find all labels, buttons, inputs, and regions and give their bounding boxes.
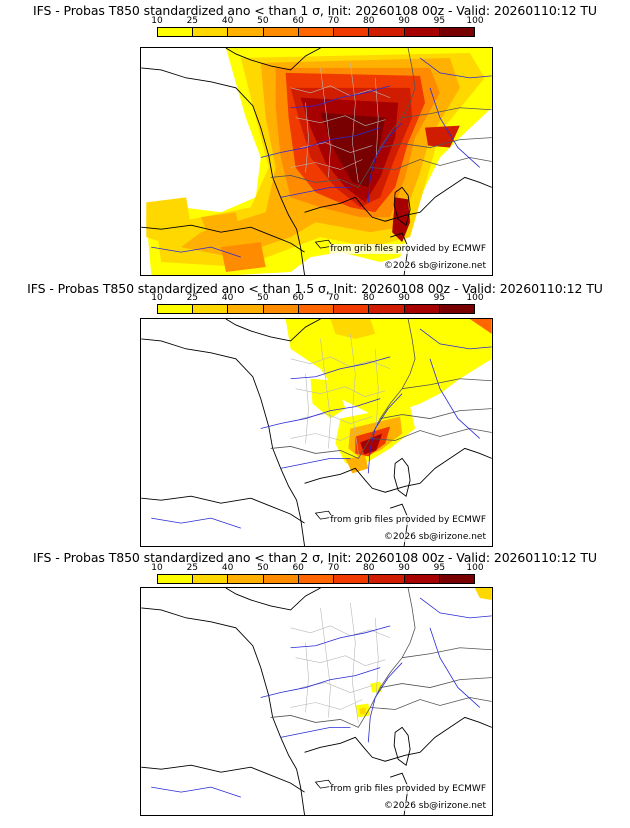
panel-title: IFS - Probas T850 standardized ano < tha… (27, 281, 603, 296)
colorbar-segment (193, 575, 229, 583)
colorbar-tick: 70 (327, 16, 340, 26)
colorbar (157, 27, 475, 37)
map-canvas (141, 588, 492, 815)
copyright-credit: ©2026 sb@irizone.net (383, 261, 487, 271)
colorbar-segment (439, 28, 474, 36)
panel-title: IFS - Probas T850 standardized ano < tha… (33, 550, 597, 565)
panel-1-sigma: IFS - Probas T850 standardized ano < tha… (0, 0, 630, 276)
colorbar-tick: 100 (466, 563, 484, 573)
map-canvas (141, 48, 492, 275)
colorbar-tick: 10 (151, 563, 163, 573)
colorbar-segment (228, 305, 264, 313)
colorbar (157, 574, 475, 584)
colorbar-segment (404, 28, 440, 36)
colorbar-segment (439, 575, 474, 583)
colorbar-tick: 50 (257, 16, 269, 26)
colorbar-segment (404, 305, 440, 313)
colorbar-tick: 90 (398, 563, 410, 573)
data-source-credit: from grib files provided by ECMWF (329, 515, 487, 525)
colorbar-segment (158, 575, 194, 583)
probability-field (285, 319, 492, 474)
colorbar-segment (369, 575, 405, 583)
colorbar-legend: 10 25 40 50 60 70 80 90 95 100 (151, 293, 484, 319)
colorbar-tick: 25 (186, 293, 199, 303)
probability-field (355, 588, 492, 718)
colorbar-segment (158, 305, 194, 313)
colorbar-segment (298, 575, 335, 583)
probability-map: from grib files provided by ECMWF ©2026 … (140, 318, 493, 547)
colorbar-segment (228, 575, 264, 583)
colorbar-segment (298, 305, 335, 313)
colorbar-segment (439, 305, 474, 313)
colorbar-tick: 80 (363, 293, 375, 303)
colorbar-tick: 10 (151, 293, 163, 303)
copyright-credit: ©2026 sb@irizone.net (383, 532, 487, 542)
colorbar-segment (334, 575, 370, 583)
colorbar-legend: 10 25 40 50 60 70 80 90 95 100 (151, 563, 484, 589)
colorbar-tick: 40 (221, 16, 234, 26)
colorbar-segment (298, 28, 335, 36)
colorbar-tick: 80 (363, 563, 375, 573)
map-canvas (141, 319, 492, 546)
colorbar-segment (263, 305, 299, 313)
colorbar (157, 304, 475, 314)
colorbar-tick: 80 (363, 16, 375, 26)
colorbar-tick: 100 (466, 16, 484, 26)
colorbar-tick: 40 (221, 293, 234, 303)
probability-field (146, 48, 492, 275)
colorbar-tick: 60 (292, 563, 304, 573)
colorbar-tick: 70 (327, 293, 340, 303)
data-source-credit: from grib files provided by ECMWF (329, 244, 487, 254)
colorbar-segment (369, 305, 405, 313)
copyright-credit: ©2026 sb@irizone.net (383, 801, 487, 811)
probability-map: from grib files provided by ECMWF ©2026 … (140, 47, 493, 276)
probability-map: from grib files provided by ECMWF ©2026 … (140, 587, 493, 816)
colorbar-tick: 90 (398, 16, 410, 26)
panel-title: IFS - Probas T850 standardized ano < tha… (33, 3, 597, 18)
colorbar-segment (158, 28, 194, 36)
colorbar-tick: 95 (433, 563, 446, 573)
colorbar-tick: 25 (186, 16, 199, 26)
colorbar-tick: 90 (398, 293, 410, 303)
colorbar-tick: 100 (466, 293, 484, 303)
colorbar-tick: 95 (433, 16, 446, 26)
colorbar-segment (228, 28, 264, 36)
colorbar-tick: 50 (257, 293, 269, 303)
colorbar-legend: 10 25 40 50 60 70 80 90 95 100 (151, 16, 484, 42)
colorbar-segment (369, 28, 405, 36)
colorbar-tick: 40 (221, 563, 234, 573)
panel-1-5-sigma: IFS - Probas T850 standardized ano < tha… (0, 276, 630, 547)
colorbar-tick: 50 (257, 563, 269, 573)
colorbar-tick: 25 (186, 563, 199, 573)
colorbar-segment (263, 28, 299, 36)
colorbar-segment (193, 28, 229, 36)
colorbar-segment (263, 575, 299, 583)
data-source-credit: from grib files provided by ECMWF (329, 784, 487, 794)
colorbar-tick: 60 (292, 293, 304, 303)
panel-2-sigma: IFS - Probas T850 standardized ano < tha… (0, 547, 630, 816)
colorbar-tick: 95 (433, 293, 446, 303)
colorbar-segment (404, 575, 440, 583)
colorbar-tick: 60 (292, 16, 304, 26)
colorbar-segment (334, 305, 370, 313)
colorbar-segment (193, 305, 229, 313)
colorbar-tick: 10 (151, 16, 163, 26)
colorbar-tick: 70 (327, 563, 340, 573)
colorbar-segment (334, 28, 370, 36)
